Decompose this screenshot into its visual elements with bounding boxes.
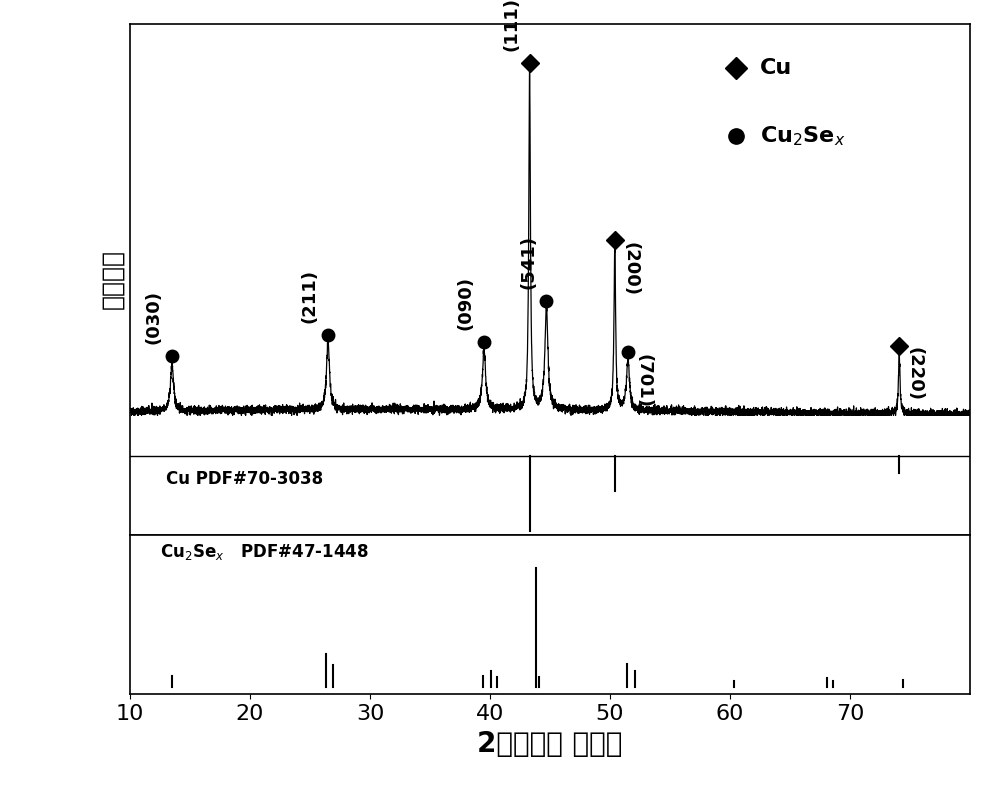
Text: (541): (541) xyxy=(519,235,537,290)
Text: Cu PDF#70-3038: Cu PDF#70-3038 xyxy=(166,470,323,488)
Text: (220): (220) xyxy=(906,347,924,402)
Text: (200): (200) xyxy=(621,241,639,296)
Text: (701): (701) xyxy=(635,354,653,408)
Text: (111): (111) xyxy=(503,0,521,51)
Text: Cu$_2$Se$_x$: Cu$_2$Se$_x$ xyxy=(760,125,846,148)
X-axis label: 2倍衍射角 （度）: 2倍衍射角 （度） xyxy=(477,730,623,757)
Text: (211): (211) xyxy=(301,269,319,323)
Text: Cu: Cu xyxy=(760,58,792,78)
Text: (030): (030) xyxy=(145,290,163,344)
Y-axis label: 相对强度: 相对强度 xyxy=(100,249,124,309)
Text: Cu$_2$Se$_x$   PDF#47-1448: Cu$_2$Se$_x$ PDF#47-1448 xyxy=(160,542,369,563)
Text: (090): (090) xyxy=(457,276,475,331)
